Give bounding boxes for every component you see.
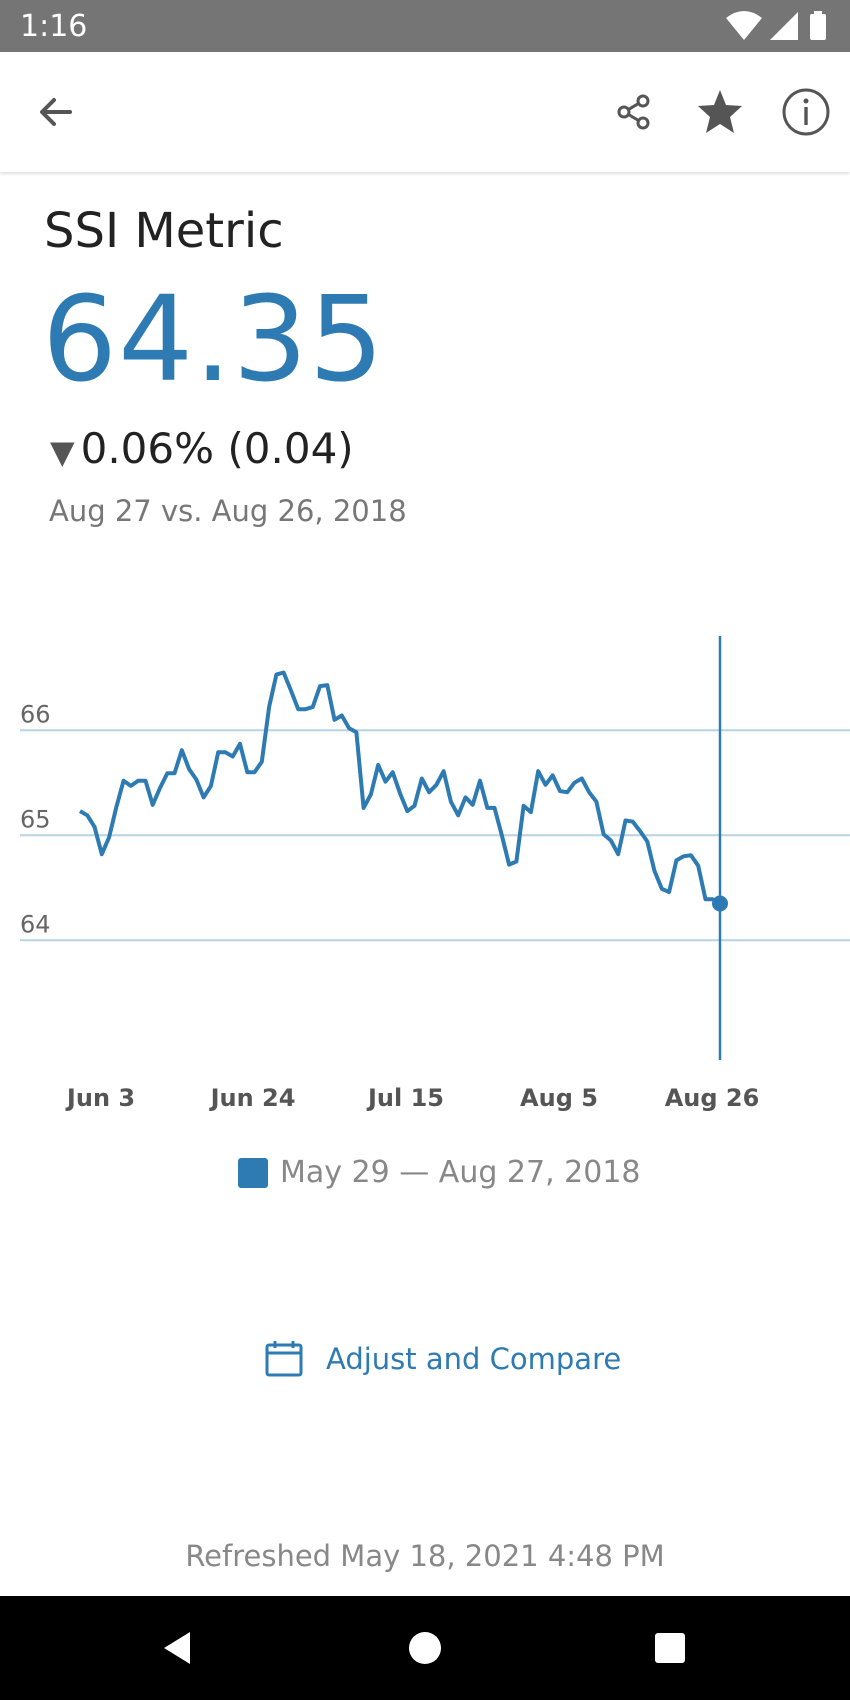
home-circle-icon — [409, 1632, 441, 1664]
y-tick-label: 65 — [20, 805, 51, 833]
metric-value: 64.35 — [42, 270, 385, 408]
status-icons — [724, 10, 834, 46]
info-icon — [782, 88, 830, 136]
back-button[interactable] — [22, 78, 90, 146]
status-bar: 1:16 — [0, 0, 850, 52]
adjust-and-compare-button[interactable]: Adjust and Compare — [264, 1339, 621, 1379]
chart-legend: May 29 — Aug 27, 2018 — [238, 1155, 641, 1190]
down-arrow-icon: ▼ — [50, 433, 75, 471]
back-triangle-icon — [164, 1632, 190, 1664]
system-nav-bar — [0, 1596, 850, 1700]
star-icon — [698, 90, 742, 133]
status-time: 1:16 — [20, 9, 88, 44]
x-tick-label: Aug 26 — [665, 1084, 760, 1112]
x-tick-label: Jun 24 — [209, 1084, 296, 1112]
info-button[interactable] — [772, 78, 840, 146]
line-chart[interactable]: 66 65 64 Jun 3 Jun 24 Jul 15 Aug 5 Aug 26 — [0, 620, 850, 1120]
nav-home-button[interactable] — [395, 1618, 455, 1678]
x-tick-label: Aug 5 — [520, 1084, 598, 1112]
top-app-bar — [0, 52, 850, 172]
battery-icon — [810, 14, 826, 40]
adjust-label: Adjust and Compare — [326, 1342, 622, 1376]
legend-swatch — [238, 1157, 268, 1188]
comparison-date: Aug 27 vs. Aug 26, 2018 — [49, 494, 407, 528]
x-tick-label: Jul 15 — [366, 1084, 444, 1112]
nav-recents-button[interactable] — [640, 1618, 700, 1678]
change-value: 0.06% (0.04) — [80, 424, 354, 473]
refreshed-timestamp: Refreshed May 18, 2021 4:48 PM — [185, 1539, 665, 1573]
selected-data-point — [712, 895, 728, 912]
y-tick-label: 66 — [20, 700, 51, 728]
share-button[interactable] — [600, 78, 668, 146]
calendar-icon — [265, 1341, 303, 1377]
metric-title: SSI Metric — [44, 203, 284, 259]
recents-square-icon — [655, 1633, 685, 1663]
x-tick-label: Jun 3 — [65, 1084, 135, 1112]
series-line — [79, 670, 721, 906]
wifi-icon — [726, 11, 762, 40]
legend-label: May 29 — Aug 27, 2018 — [280, 1155, 641, 1190]
favorite-button[interactable] — [686, 78, 754, 146]
share-icon — [617, 94, 650, 130]
nav-back-button[interactable] — [148, 1618, 208, 1678]
arrow-left-icon — [40, 98, 72, 126]
signal-icon — [770, 12, 798, 40]
y-tick-label: 64 — [20, 910, 51, 938]
wifi-signal-battery-icons — [726, 11, 826, 40]
metric-change: ▼ 0.06% (0.04) — [50, 424, 354, 473]
